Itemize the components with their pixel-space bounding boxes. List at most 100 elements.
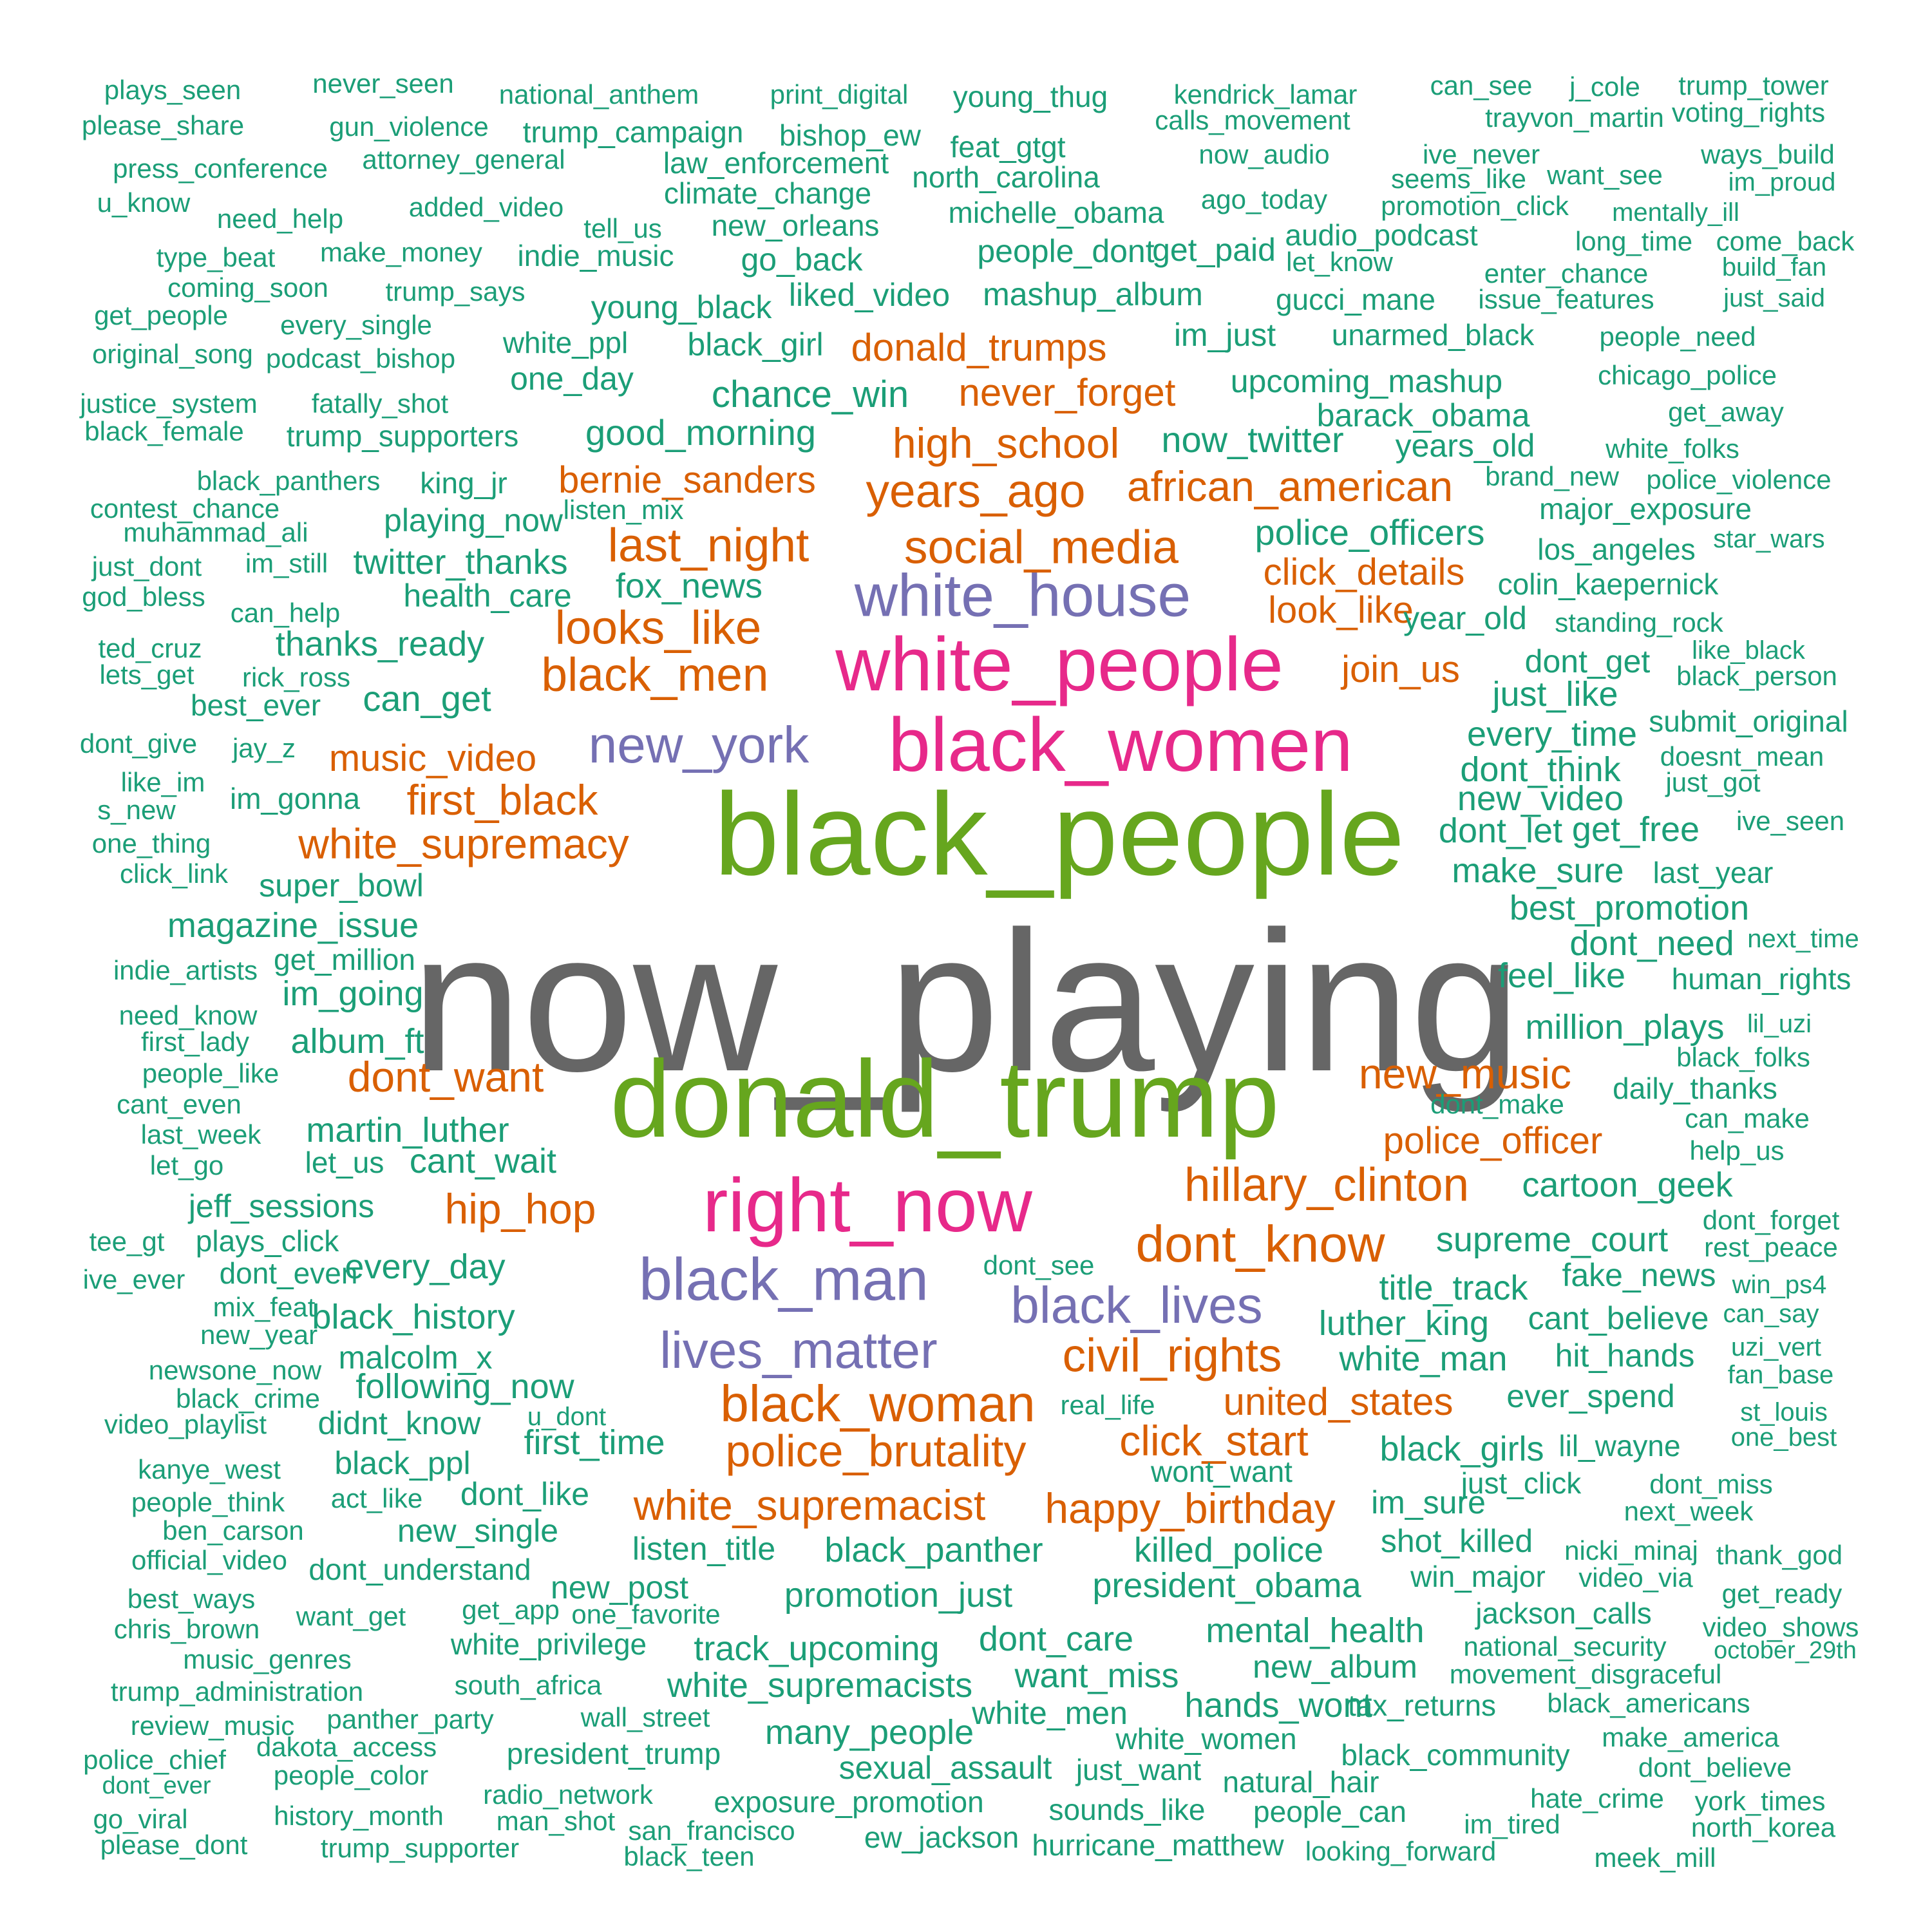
word-tell-us: tell_us <box>583 213 662 243</box>
word-united-states: united_states <box>1223 1380 1454 1423</box>
word-print-digital: print_digital <box>770 79 909 109</box>
word-thank-god: thank_god <box>1716 1540 1843 1570</box>
word-hip-hop: hip_hop <box>444 1185 596 1233</box>
word-barack-obama: barack_obama <box>1316 397 1530 433</box>
word-panther-party: panther_party <box>327 1704 494 1734</box>
word-go-viral: go_viral <box>93 1804 188 1834</box>
word-one-thing: one_thing <box>91 828 211 858</box>
word-let-go: let_go <box>149 1150 224 1180</box>
word-supreme-court: supreme_court <box>1435 1220 1669 1259</box>
word-president-obama: president_obama <box>1092 1566 1361 1605</box>
word-audio-podcast: audio_podcast <box>1285 218 1478 252</box>
word-black-person: black_person <box>1676 661 1837 691</box>
word-african-american: african_american <box>1126 462 1454 510</box>
word-gucci-mane: gucci_mane <box>1275 283 1436 316</box>
word-ive-never: ive_never <box>1422 139 1540 169</box>
word-white-men: white_men <box>972 1695 1128 1731</box>
word-trump-tower: trump_tower <box>1678 70 1829 100</box>
word-original-song: original_song <box>92 339 253 369</box>
word-just-got: just_got <box>1665 767 1761 797</box>
word-unarmed-black: unarmed_black <box>1331 318 1535 352</box>
word-exposure-promotion: exposure_promotion <box>714 1785 984 1819</box>
word-s-new: s_new <box>97 795 176 825</box>
word-hillary-clinton: hillary_clinton <box>1184 1159 1470 1211</box>
word-fox-news: fox_news <box>615 567 763 605</box>
word-join-us: join_us <box>1341 649 1460 690</box>
word-dont-give: dont_give <box>79 728 198 759</box>
word-liked-video: liked_video <box>788 277 951 313</box>
word-cant-even: cant_even <box>117 1089 242 1119</box>
word-donald-trump: donald_trump <box>610 1038 1280 1160</box>
word-one-day: one_day <box>510 361 634 397</box>
word-video-shows: video_shows <box>1702 1612 1859 1642</box>
word-build-fan: build_fan <box>1721 253 1827 281</box>
word-didnt-know: didnt_know <box>317 1405 481 1441</box>
word-get-ready: get_ready <box>1721 1578 1842 1609</box>
word-best-promotion: best_promotion <box>1509 889 1750 927</box>
word-history-month: history_month <box>274 1801 444 1831</box>
word-wont-want: wont_want <box>1151 1455 1293 1488</box>
word-never-forget: never_forget <box>958 371 1176 414</box>
word-act-like: act_like <box>330 1483 423 1513</box>
word-last-year: last_year <box>1653 856 1774 889</box>
word-hate-crime: hate_crime <box>1530 1783 1664 1814</box>
word-black-americans: black_americans <box>1547 1688 1750 1718</box>
word-white-folks: white_folks <box>1605 433 1739 464</box>
word-coming-soon: coming_soon <box>167 272 328 303</box>
word-title-track: title_track <box>1379 1269 1528 1307</box>
word-people-like: people_like <box>142 1058 279 1088</box>
word-promotion-click: promotion_click <box>1381 191 1569 221</box>
word-sexual-assault: sexual_assault <box>838 1750 1052 1786</box>
word-doesnt-mean: doesnt_mean <box>1660 741 1824 772</box>
word-jackson-calls: jackson_calls <box>1475 1596 1652 1630</box>
word-michelle-obama: michelle_obama <box>948 196 1164 229</box>
word-magazine-issue: magazine_issue <box>167 906 419 945</box>
word-trump-supporter: trump_supporter <box>320 1833 520 1863</box>
word-bernie-sanders: bernie_sanders <box>558 459 816 501</box>
word-click-link: click_link <box>119 858 229 889</box>
word-video-via: video_via <box>1578 1562 1693 1593</box>
word-ive-seen: ive_seen <box>1736 806 1845 836</box>
word-attorney-general: attorney_general <box>362 144 565 175</box>
word-brand-new: brand_new <box>1485 461 1619 491</box>
word-get-million: get_million <box>274 943 415 976</box>
word-never-seen: never_seen <box>312 68 454 99</box>
word-video-playlist: video_playlist <box>104 1409 267 1439</box>
word-im-proud: im_proud <box>1728 168 1836 196</box>
word-year-old: year_old <box>1403 600 1527 636</box>
word-daily-thanks: daily_thanks <box>1613 1072 1777 1105</box>
word-standing-rock: standing_rock <box>1555 607 1723 638</box>
word-happy-birthday: happy_birthday <box>1045 1484 1336 1532</box>
word-white-people: white_people <box>835 622 1283 707</box>
word-fan-base: fan_base <box>1727 1361 1834 1389</box>
word-im-tired: im_tired <box>1464 1809 1560 1839</box>
word-years-ago: years_ago <box>866 465 1086 518</box>
word-north-korea: north_korea <box>1690 1812 1836 1842</box>
word-looks-like: looks_like <box>554 601 762 654</box>
word-dont-see: dont_see <box>983 1250 1095 1280</box>
word-im-still: im_still <box>245 548 328 578</box>
word-just-click: just_click <box>1461 1466 1582 1500</box>
word-rick-ross: rick_ross <box>242 662 351 692</box>
word-donald-trumps: donald_trumps <box>851 326 1107 369</box>
word-now-audio: now_audio <box>1198 139 1330 169</box>
word-long-time: long_time <box>1575 226 1693 256</box>
word-health-care: health_care <box>403 578 572 614</box>
word-law-enforcement: law_enforcement <box>663 146 889 180</box>
word-voting-rights: voting_rights <box>1671 97 1826 128</box>
word-ever-spend: ever_spend <box>1506 1378 1675 1414</box>
word-black-man: black_man <box>639 1245 929 1313</box>
word-luther-king: luther_king <box>1318 1304 1490 1343</box>
word-jeff-sessions: jeff_sessions <box>188 1188 375 1224</box>
word-st-louis: st_louis <box>1740 1398 1828 1426</box>
word-music-video: music_video <box>328 737 537 779</box>
word-can-say: can_say <box>1723 1300 1819 1328</box>
word-fake-news: fake_news <box>1562 1257 1716 1293</box>
word-dont-need: dont_need <box>1569 924 1734 963</box>
word-dont-let: dont_let <box>1438 811 1563 850</box>
word-super-bowl: super_bowl <box>259 867 424 904</box>
word-dont-even: dont_even <box>219 1256 358 1290</box>
word-music-genres: music_genres <box>183 1644 352 1674</box>
word-people-need: people_need <box>1599 321 1756 352</box>
